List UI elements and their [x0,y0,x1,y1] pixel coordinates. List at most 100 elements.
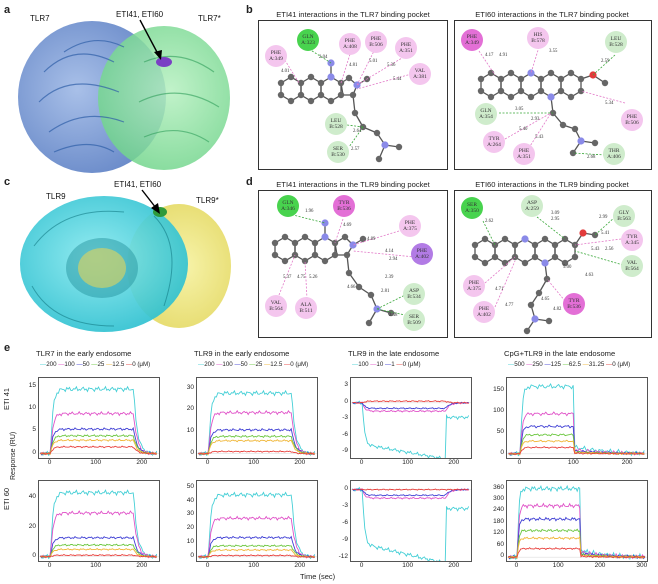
arrow-icon [141,189,160,214]
x-tick-label: 200 [594,562,606,569]
distance-label: 4.71 [495,287,504,292]
series-line-200 [198,389,316,457]
sensorgram-svg [507,484,647,561]
x-tick-label: 300 [636,562,648,569]
y-tick-label: 50 [496,427,504,435]
chart-title: TLR9 in the late endosome [348,349,440,358]
series-line-50 [40,426,157,456]
y-tick-label: 30 [186,510,194,518]
y-tick-label: -9 [342,536,348,543]
y-tick-label: 5 [32,426,36,434]
sensorgram-svg [197,389,317,457]
y-tick-label: -6 [342,430,348,438]
distance-label: 4.91 [499,53,508,58]
series-line-100 [352,400,470,458]
y-tick-label: 0 [344,397,348,405]
y-tick-label: 100 [493,406,504,414]
x-tick-label: 200 [294,459,306,466]
series-line-50 [40,535,157,559]
panel-b-left-title: ETI41 interactions in the TLR7 binding p… [276,10,430,19]
distance-label: 2.57 [351,147,360,152]
series-line-62.5 [508,433,645,456]
y-tick-label: 120 [493,529,504,537]
sensorgram-plot [196,377,318,459]
distance-label: 4.82 [553,307,562,312]
x-tick-label: 0 [205,562,210,569]
tlr7-structure-image [18,21,230,173]
y-tick-label: 150 [493,385,504,393]
residue-phe-a408: PHE A:408 [339,33,361,55]
series-line-1 [352,401,469,410]
panel-d-right-title: ETI60 interactions in the TLR9 binding p… [475,180,629,189]
residue-phe-a349: PHE A:349 [461,29,483,51]
distance-label: 2.64 [353,129,362,134]
y-tick-label: 240 [493,506,504,514]
series-line-0 [40,553,157,558]
residue-val-a381: VAL A:381 [409,63,431,85]
y-tick-label: 20 [28,522,36,530]
sensorgram-svg [197,491,317,560]
series-line-500 [508,383,645,457]
sensorgram-svg [351,486,471,561]
sensorgram-plot [38,480,160,562]
series-line-125 [508,424,645,456]
x-tick-label: 100 [248,562,260,569]
ligand-label-c: ETI41, ETI60 [114,180,162,189]
legend-entry: —200 [40,361,59,368]
y-tick-label: 60 [496,540,504,548]
series-line-0 [508,446,645,455]
x-tick-label: 200 [448,459,460,466]
y-tick-label: 20 [186,405,194,413]
distance-label: 2.99 [599,215,608,220]
y-tick-label: 10 [28,404,36,412]
legend-entry: —10 [370,361,386,368]
distance-label: 2.68 [587,155,596,160]
sensorgram-svg [351,400,471,458]
distance-label: 2.48 [389,313,398,318]
series-line-25 [40,434,157,455]
distance-label: 5.26 [309,275,318,280]
x-tick-label: 200 [621,459,633,466]
residue-asp-b534: ASP B:534 [403,283,425,305]
x-tick-label: 0 [514,562,519,569]
panel-d-left-diagram: GLN A:346 TYR B:536 PHE A:375 PHE A:402 ASP B… [258,190,448,338]
series-line-200 [40,385,158,457]
residue-phe-b506: PHE B:506 [621,109,643,131]
panel-b-right-title: ETI60 interactions in the TLR7 binding p… [475,10,629,19]
legend-entry: —62.5 [562,361,583,368]
series-line-0 [508,547,646,559]
series-line-100 [352,486,470,561]
residue-ser-b509: SER B:509 [403,309,425,331]
series-line-0 [352,400,469,404]
x-tick-label: 100 [248,459,260,466]
residue-gly-b563: GLY B:563 [613,205,635,227]
residue-leu-b528: LEU B:528 [325,113,347,135]
series-line-200 [40,489,158,560]
series-line-0 [198,450,315,455]
series-line-25 [198,544,315,559]
distance-label: 5.34 [605,101,614,106]
y-tick-label: 0 [344,484,348,492]
y-tick-label: -6 [342,518,348,526]
distance-label: 4.89 [367,237,376,242]
series-line-12.5 [40,547,157,559]
sensorgram-plot [350,480,472,562]
distance-label: 2.56 [605,247,614,252]
residue-ala-b511: ALA B:511 [295,297,317,319]
molecule-eti60-tlr7 [477,46,626,157]
y-tick-label: -9 [342,447,348,455]
molecule-eti41-tlr9 [271,212,416,327]
x-tick-label: 100 [402,459,414,466]
y-tick-label: 10 [186,538,194,546]
y-tick-label: 0 [190,551,194,559]
chart-legend: —200 —100 —50 —25 —12.5 —0 (μM) [198,361,308,368]
legend-entry: —12.5 [264,361,285,368]
series-line-250 [508,502,646,560]
series-line-25 [40,543,157,558]
chart-title: TLR7 in the early endosome [36,349,132,358]
residue-val-b564: VAL B:564 [265,295,287,317]
residue-phe-a375: PHE A:375 [399,215,421,237]
legend-entry: —500 [508,361,527,368]
y-tick-label: -3 [342,414,348,422]
chart-title: CpG+TLR9 in the late endosome [504,349,616,358]
